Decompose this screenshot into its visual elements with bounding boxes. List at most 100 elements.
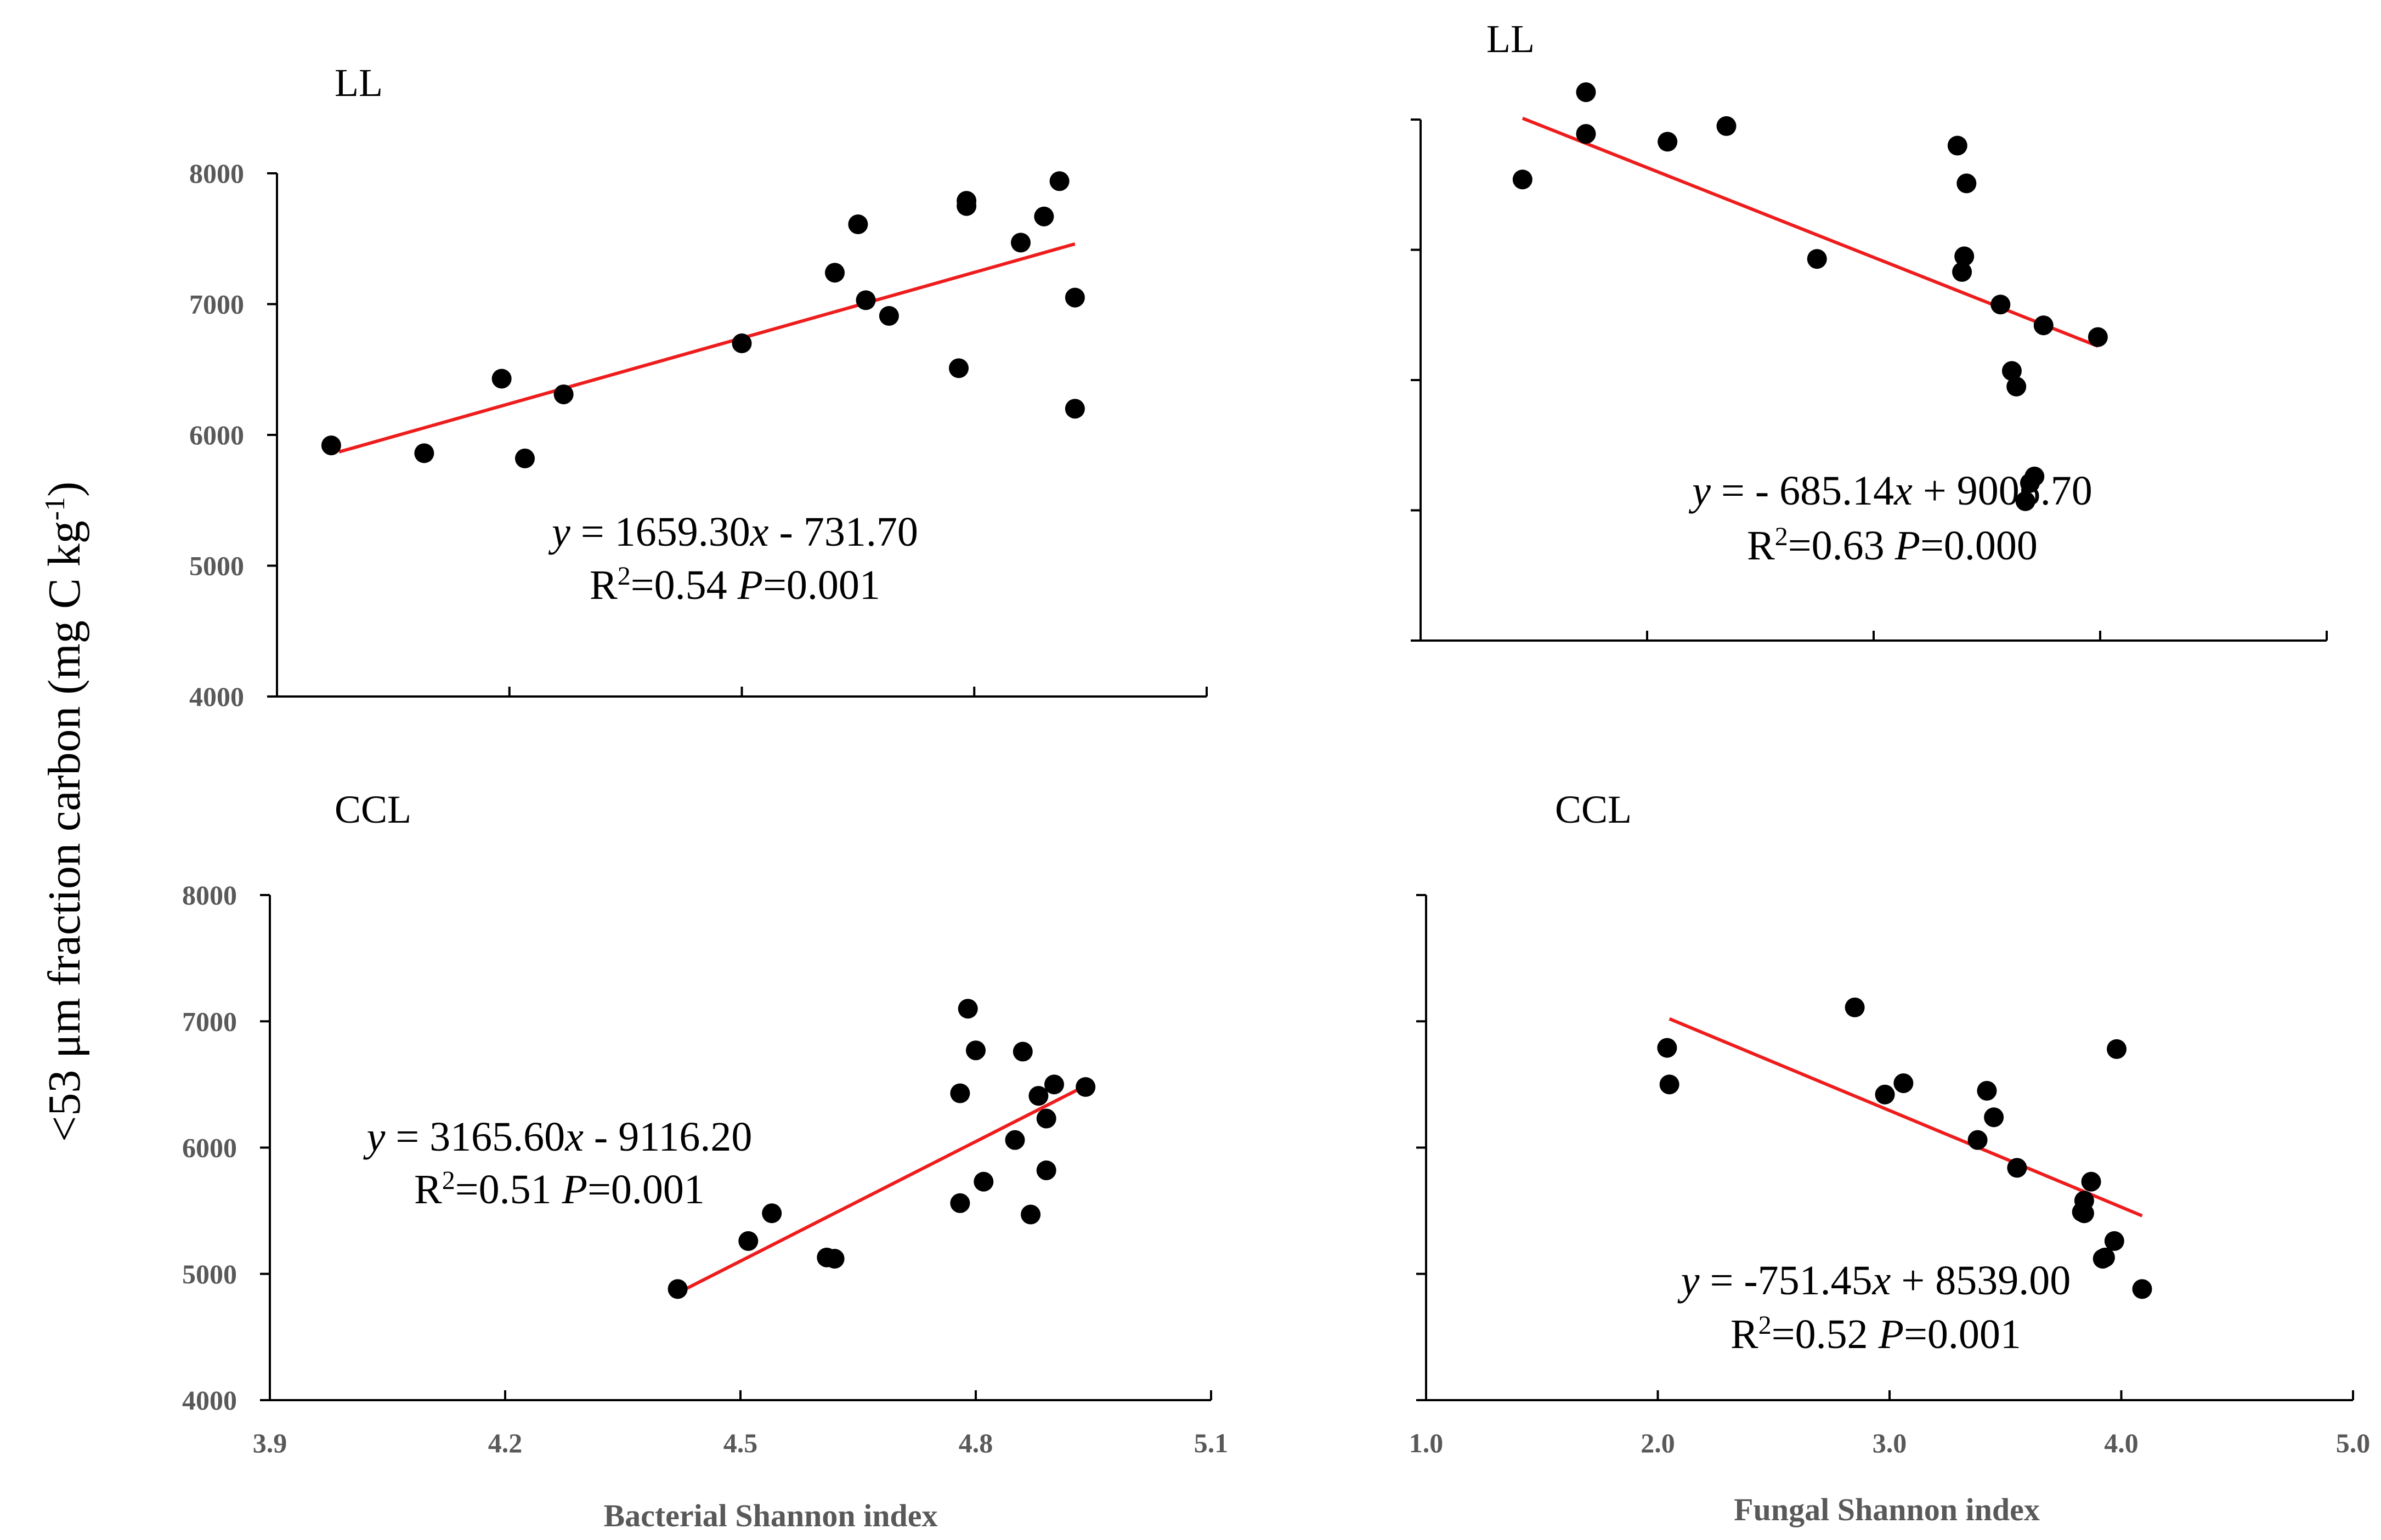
data-point [974, 1171, 994, 1192]
panel-4: 1.0 2.0 3.0 4.0 5.0 CCL y = -751.45x + 8539.00… [1409, 788, 2371, 1527]
panel-title: LL [335, 61, 383, 105]
data-point [1036, 1108, 1056, 1129]
data-point [1576, 124, 1596, 144]
data-point [1049, 171, 1070, 191]
x-tick-label: 4.8 [959, 1428, 993, 1458]
data-point [321, 435, 341, 456]
data-point [2001, 361, 2022, 381]
data-point [958, 999, 978, 1019]
regression-line [685, 1084, 1087, 1291]
panel-1: 4000 5000 6000 7000 8000 LL y = 1659.30x - 731… [189, 61, 1208, 712]
data-point [848, 214, 868, 235]
data-point [2107, 1039, 2127, 1059]
x-tick-label: 4.2 [488, 1428, 523, 1458]
y-axis-label-superscript: -1 [39, 497, 71, 520]
data-point [1967, 1130, 1988, 1150]
data-point [1984, 1107, 2004, 1128]
panel-title: LL [1486, 17, 1535, 61]
data-point [668, 1279, 688, 1299]
data-point [1011, 233, 1031, 253]
x-tick-label: 4.5 [723, 1428, 758, 1458]
regression-equation: y = -751.45x + 8539.00 [1677, 1258, 2071, 1304]
data-point [2132, 1279, 2152, 1299]
data-point [1065, 399, 1085, 419]
data-point [1845, 997, 1865, 1017]
y-tick-label: 5000 [182, 1259, 237, 1289]
data-point [1005, 1130, 1025, 1150]
data-point [1512, 169, 1532, 190]
data-point [1028, 1086, 1049, 1106]
data-point [2033, 315, 2054, 336]
data-point [1657, 1038, 1677, 1058]
y-tick-label: 4000 [189, 681, 244, 712]
data-point [950, 1083, 970, 1103]
data-point [2104, 1231, 2124, 1251]
data-point [1034, 206, 1054, 227]
regression-stats: R2=0.51 P=0.001 [414, 1166, 705, 1213]
data-point [2088, 327, 2108, 347]
x-tick-label: 1.0 [1409, 1428, 1444, 1458]
panel-3: 4000 5000 6000 7000 8000 3.9 4.2 4.5 4.8 5.1 CCL y … [182, 788, 1228, 1533]
data-point [1076, 1077, 1096, 1097]
data-point [553, 384, 574, 405]
data-point [2006, 376, 2027, 397]
data-point [1954, 246, 1975, 267]
x-tick-label: 3.0 [1873, 1428, 1907, 1458]
data-point [1807, 249, 1827, 269]
y-tick-label: 6000 [182, 1133, 237, 1163]
y-tick-label: 7000 [189, 289, 244, 320]
data-point [1658, 132, 1678, 152]
data-point [738, 1231, 759, 1251]
panel-title: CCL [1555, 788, 1632, 831]
data-point [1875, 1084, 1895, 1105]
data-point [1716, 116, 1737, 136]
regression-equation: y = - 685.14x + 9006.70 [1688, 468, 2092, 514]
data-point [1036, 1160, 1056, 1180]
x-axis-label: Bacterial Shannon index [603, 1498, 937, 1533]
data-point [1952, 262, 1972, 282]
y-axis-label: <53 μm fraction carbon (mg C kg-1) [39, 482, 90, 1142]
data-point [949, 358, 969, 378]
x-tick-label: 3.9 [253, 1428, 287, 1458]
data-point [1576, 82, 1596, 103]
regression-line [1669, 1017, 2143, 1218]
regression-line [338, 242, 1076, 454]
data-point [825, 263, 845, 283]
data-point [879, 305, 899, 326]
data-point [2024, 466, 2045, 486]
data-point [762, 1203, 782, 1224]
x-tick-label: 2.0 [1641, 1428, 1675, 1458]
y-tick-label: 4000 [182, 1385, 237, 1416]
data-point [1021, 1204, 1041, 1225]
data-point [2007, 1158, 2027, 1178]
regression-equation: y = 1659.30x - 731.70 [548, 509, 918, 555]
data-point [1013, 1041, 1033, 1062]
data-point [2081, 1171, 2101, 1192]
y-tick-label: 6000 [189, 420, 244, 450]
data-point [957, 191, 977, 211]
data-point [1947, 135, 1967, 156]
x-tick-label: 5.1 [1194, 1428, 1229, 1458]
x-axis-label: Fungal Shannon index [1734, 1492, 2040, 1527]
x-tick-label: 4.0 [2104, 1428, 2139, 1458]
data-point [515, 448, 535, 468]
regression-stats: R2=0.52 P=0.001 [1730, 1311, 2021, 1358]
data-point [1065, 287, 1085, 308]
regression-line [1522, 116, 2099, 348]
data-point [1990, 295, 2011, 315]
data-point [1044, 1074, 1064, 1095]
data-point [414, 443, 434, 463]
data-point [1893, 1073, 1914, 1094]
data-point [1977, 1080, 1997, 1101]
x-tick-label: 5.0 [2336, 1428, 2371, 1458]
regression-stats: R2=0.54 P=0.001 [590, 562, 880, 609]
data-point [1956, 173, 1977, 194]
data-point [2074, 1203, 2094, 1224]
data-point [2015, 491, 2035, 511]
panel-title: CCL [335, 788, 411, 831]
data-point [2095, 1247, 2115, 1267]
y-tick-label: 5000 [189, 551, 244, 581]
y-tick-label: 8000 [189, 158, 244, 189]
regression-equation: y = 3165.60x - 9116.20 [363, 1114, 753, 1160]
